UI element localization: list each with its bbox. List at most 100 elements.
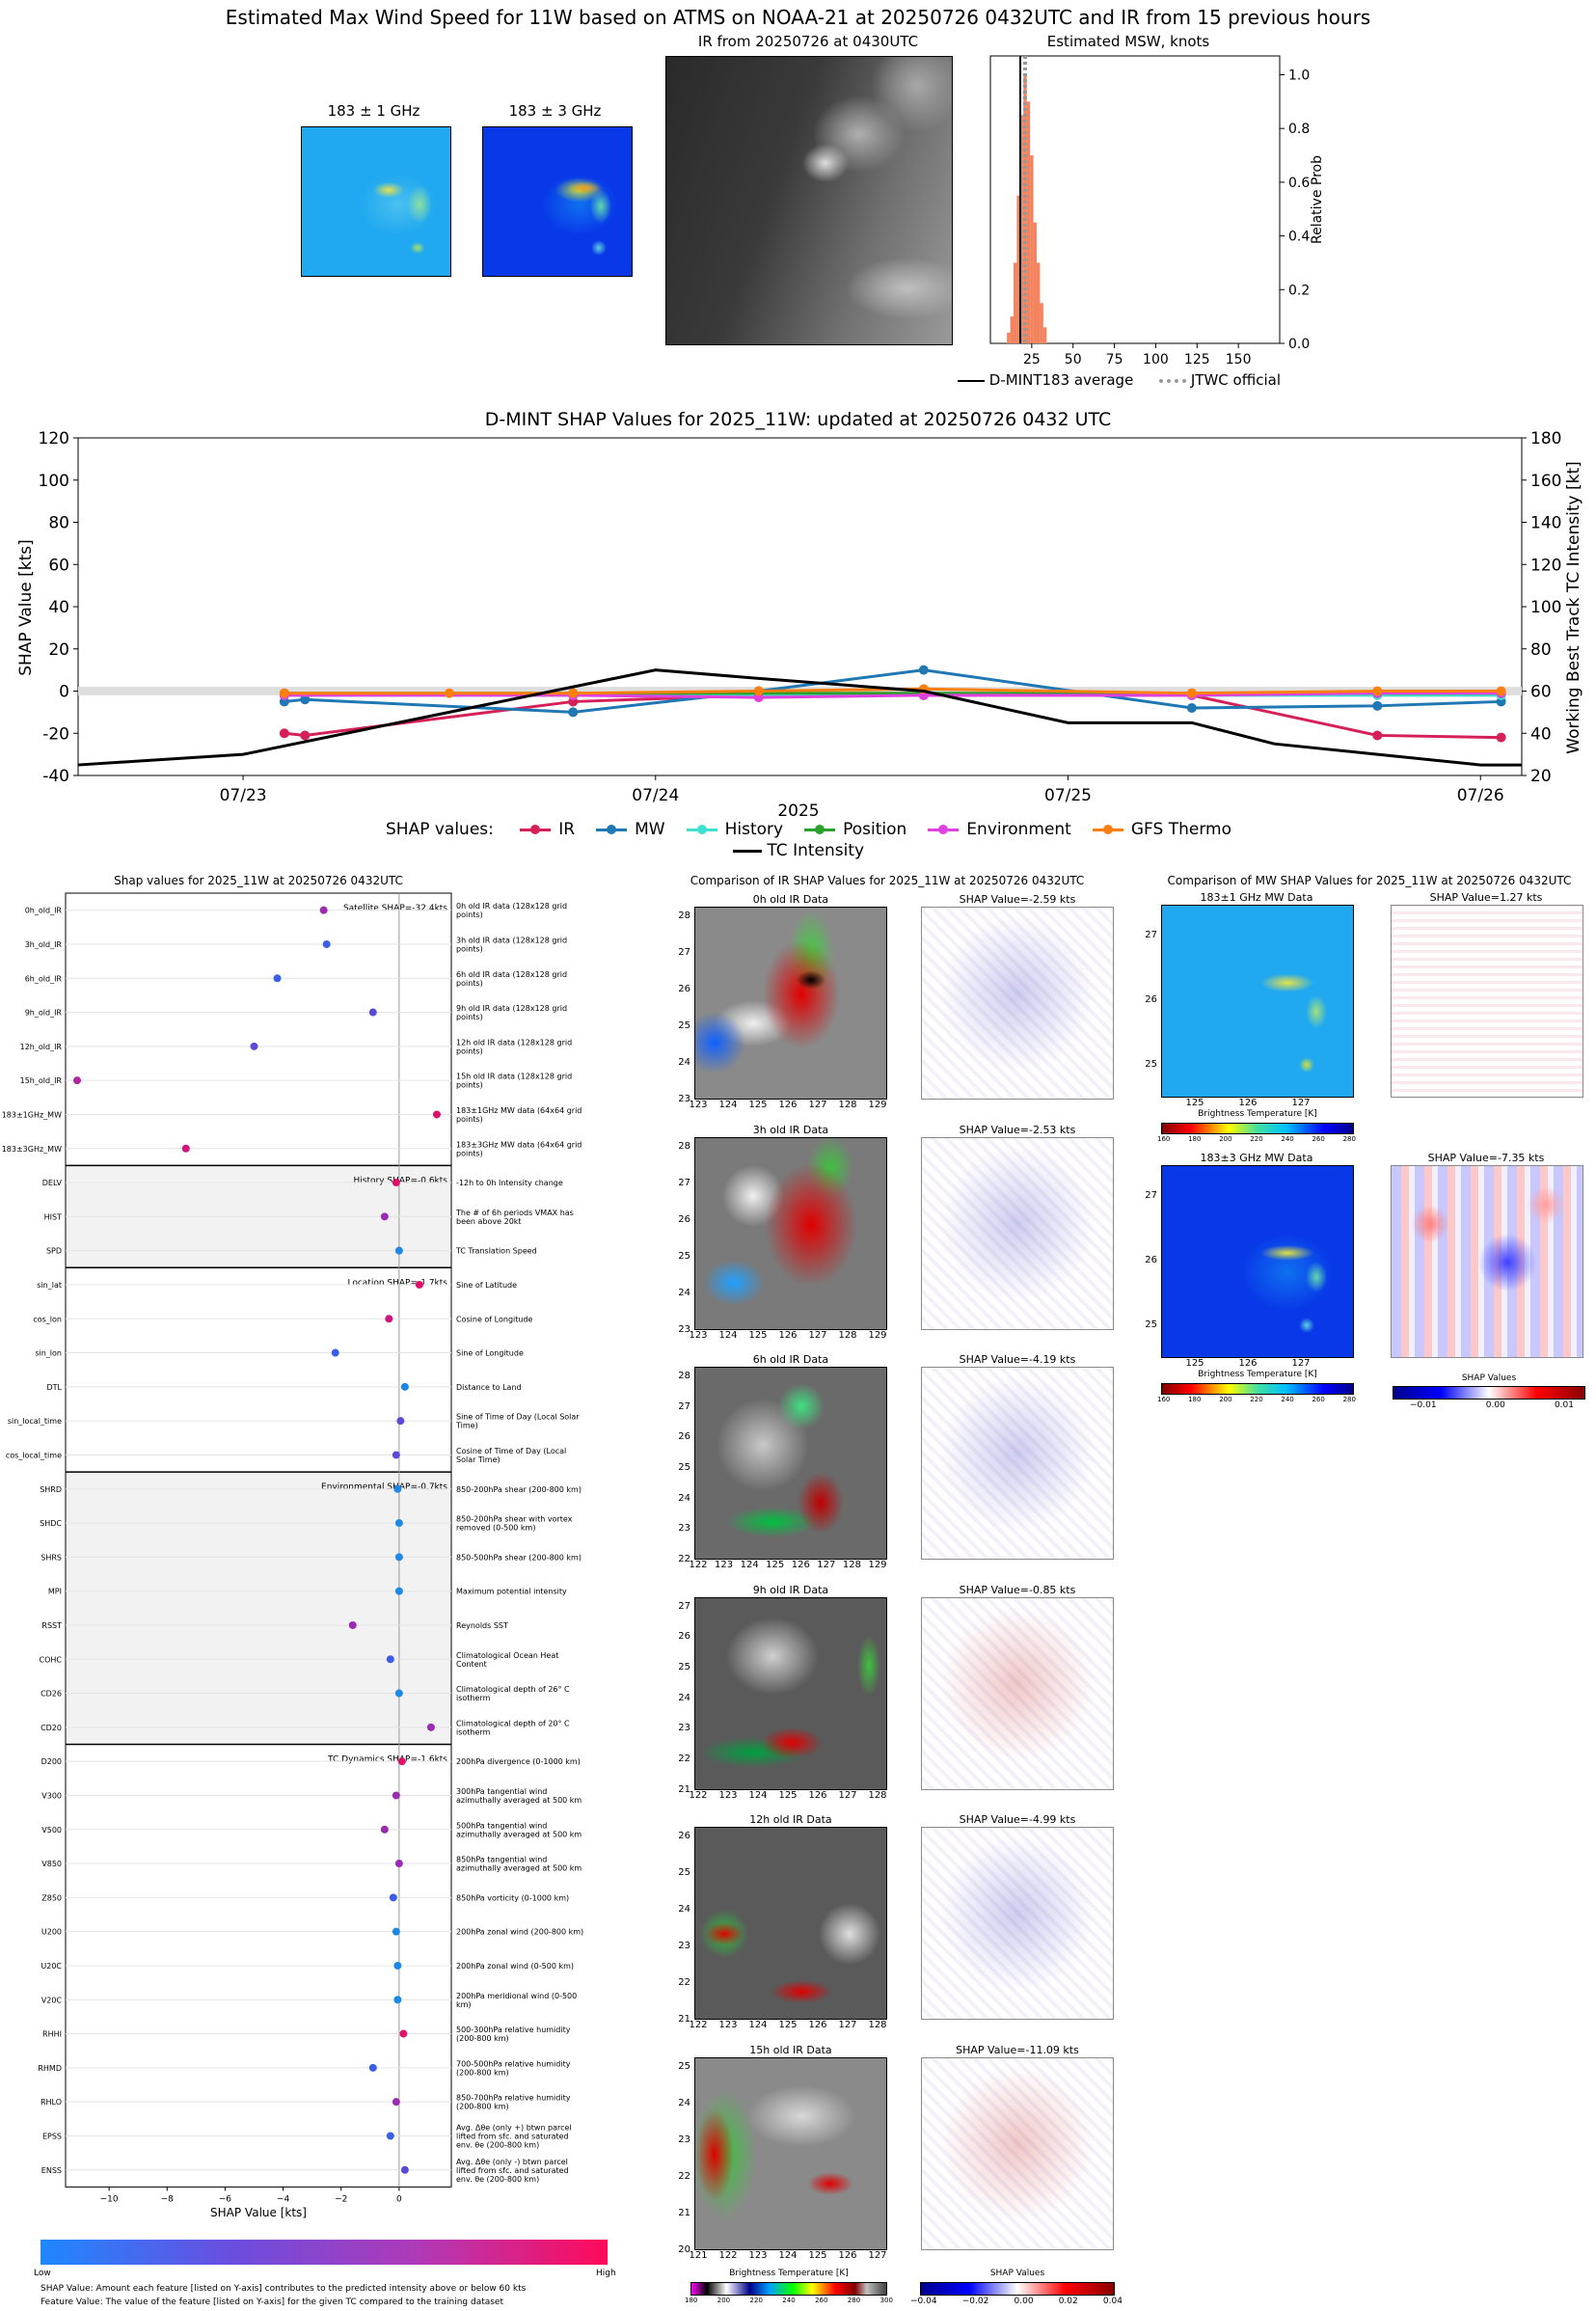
- feature-name: EPSS: [42, 2132, 62, 2140]
- mw-shap-cb-tick: 0.01: [1554, 1400, 1574, 1410]
- feature-description: 850hPa tangential wind azimuthally averag…: [456, 1856, 582, 1873]
- series-point-gfs-thermo: [1372, 686, 1383, 696]
- feature-shap-point: [273, 974, 282, 983]
- legend-jtwc-label: JTWC official: [1190, 371, 1281, 389]
- ir-compare-title: Comparison of IR SHAP Values for 2025_11…: [690, 874, 1085, 887]
- ir-shap-title: SHAP Value=-2.53 kts: [959, 1123, 1076, 1136]
- feature-shap-point: [393, 1996, 402, 2004]
- main-title: Estimated Max Wind Speed for 11W based o…: [225, 6, 1371, 29]
- mw-cb-tick: 180: [1188, 1396, 1202, 1403]
- hist-ytick-label: 0.6: [1288, 176, 1310, 191]
- ir-xtick-label: 127: [838, 2020, 857, 2030]
- feature-shap-point: [348, 1620, 357, 1629]
- ir-shap-cb-label: SHAP Values: [989, 2269, 1045, 2278]
- hist-ytick-label: 0.4: [1288, 230, 1310, 245]
- ir-xtick-label: 129: [868, 1100, 887, 1110]
- feature-description: The # of 6h periods VMAX has been above 2…: [455, 1209, 574, 1226]
- ts-ytick-label: 100: [39, 472, 69, 491]
- feature-shap-point: [432, 1110, 441, 1119]
- ir-cb-tick: 300: [879, 2297, 893, 2304]
- ir-xtick-label: 126: [808, 1789, 827, 1801]
- ir-shap-cb-ticks: −0.04 −0.02 0.00 0.02 0.04: [910, 2297, 1123, 2306]
- mw-ytick-label: 26: [1145, 1255, 1157, 1265]
- ir-ytick-label: 23: [678, 1941, 690, 1951]
- ir-cb-label: Brightness Temperature [K]: [729, 2269, 849, 2278]
- ir-xtick-label: 122: [689, 2020, 708, 2030]
- mw-data-image: [1161, 905, 1354, 1098]
- feature-name: RHLO: [41, 2098, 62, 2107]
- feature-description: Sine of Longitude: [456, 1349, 524, 1358]
- ir-xtick-label: 123: [748, 2249, 768, 2261]
- series-point-mw: [1186, 703, 1197, 713]
- ir-ytick-label: 23: [678, 1323, 690, 1335]
- mw-cb-tick: 240: [1281, 1396, 1294, 1403]
- ir-xtick-label: 127: [808, 1100, 827, 1110]
- ts-xlabel: 2025: [777, 802, 819, 821]
- ts-ytick-right-label: 160: [1530, 472, 1561, 491]
- ir-ytick-label: 28: [678, 1371, 690, 1381]
- ir-ytick-label: 26: [678, 1831, 690, 1841]
- ir-xtick-label: 122: [689, 1560, 708, 1570]
- feature-name: cos_local_time: [6, 1451, 62, 1459]
- legend-avg-label: D-MINT183 average: [988, 371, 1134, 389]
- feature-description: 500-300hPa relative humidity (200-800 km): [456, 2026, 571, 2043]
- mw-data-title: 183±3 GHz MW Data: [1200, 1152, 1313, 1164]
- ts-ytick-label: -20: [42, 724, 69, 744]
- ir-xtick-label: 124: [740, 1560, 759, 1570]
- group-label: TC Dynamics SHAP=-1.6kts: [327, 1755, 447, 1765]
- ir-xtick-label: 125: [748, 1329, 768, 1341]
- feature-description: 850hPa vorticity (0-1000 km): [456, 1893, 569, 1902]
- series-point-mw: [918, 665, 929, 675]
- ts-legend-item: IR: [520, 820, 575, 839]
- mw-cb-label: Brightness Temperature [K]: [1198, 1370, 1317, 1379]
- ts-ylabel: SHAP Value [kts]: [16, 539, 36, 676]
- ir-xtick-label: 121: [689, 2249, 708, 2261]
- ir-ytick-label: 24: [678, 1904, 690, 1915]
- ts-xtick-label: 07/24: [632, 786, 679, 805]
- feature-shap-point: [393, 1484, 402, 1493]
- mw-cb-tick: 280: [1342, 1396, 1356, 1403]
- series-line-tc-intensity: [77, 668, 1522, 767]
- ir-ytick-label: 28: [678, 1140, 690, 1152]
- ts-ytick-label: 20: [48, 640, 69, 660]
- mw-xtick-label: 126: [1238, 1358, 1258, 1369]
- ts-legend-label: Position: [843, 820, 907, 839]
- ir-ytick-label: 24: [678, 1287, 690, 1298]
- feature-name: U20C: [41, 1962, 62, 1971]
- feature-shap-point: [394, 1519, 403, 1528]
- feature-name: SPD: [46, 1247, 62, 1256]
- ir-ytick-label: 27: [678, 947, 690, 958]
- ir-xtick-label: 124: [778, 2249, 798, 2261]
- feature-description: 500hPa tangential wind azimuthally averag…: [456, 1821, 582, 1838]
- mw-shap-cb-label: SHAP Values: [1461, 1373, 1517, 1383]
- ts-legend-swatch: [928, 824, 960, 834]
- feature-description: 850-500hPa shear (200-800 km): [456, 1553, 582, 1562]
- feature-name: Z850: [41, 1893, 62, 1902]
- hist-bar: [1033, 222, 1037, 343]
- group-label: Satellite SHAP=-32.4kts: [343, 904, 447, 913]
- feature-description: 200hPa zonal wind (0-500 km): [456, 1962, 574, 1971]
- ts-legend-item: GFS Thermo: [1092, 820, 1231, 839]
- ir-data-image: [694, 1136, 887, 1330]
- series-point-gfs-thermo: [444, 688, 454, 698]
- feature-shap-point: [181, 1144, 190, 1153]
- feature-shap-point: [368, 2063, 377, 2072]
- ir-xtick-label: 124: [748, 2020, 768, 2030]
- ir-data-image: [694, 1367, 887, 1560]
- mw-cb-tick: 160: [1157, 1135, 1171, 1143]
- ts-legend-swatch: [596, 824, 628, 834]
- feature-shap-point: [73, 1076, 82, 1085]
- ir-xtick-label: 129: [868, 1329, 887, 1341]
- ir-shap-colorbar: [920, 2282, 1115, 2296]
- ir-xtick-label: 124: [718, 1100, 738, 1110]
- shap-xlabel: SHAP Value [kts]: [210, 2206, 307, 2219]
- mw-data-image: [1161, 1165, 1354, 1358]
- ir-xtick-label: 122: [718, 2249, 738, 2261]
- ir-ytick-label: 27: [678, 1600, 690, 1612]
- shap-xtick-label: −10: [100, 2194, 119, 2204]
- hist-xtick-label: 125: [1184, 352, 1210, 367]
- ir-ytick-label: 25: [678, 1250, 690, 1262]
- legend-avg-swatch: [958, 379, 985, 382]
- ir-xtick-label: 126: [791, 1560, 810, 1570]
- feature-shap-point: [397, 1757, 406, 1766]
